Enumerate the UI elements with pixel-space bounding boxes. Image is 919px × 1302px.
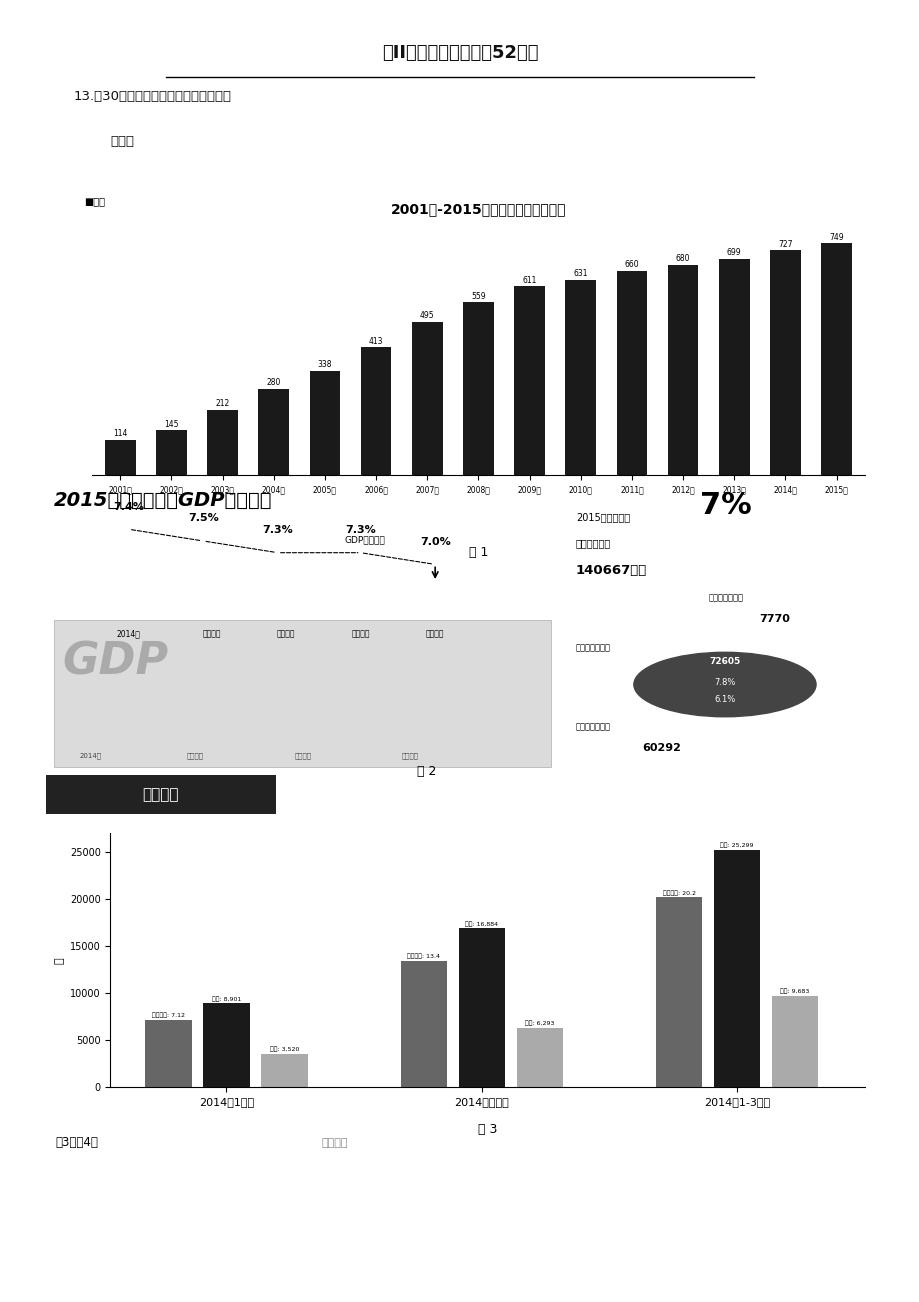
Text: 2014年: 2014年 <box>79 753 101 759</box>
Bar <box>105 440 135 475</box>
FancyBboxPatch shape <box>54 620 550 767</box>
Text: 城镇: 16,884: 城镇: 16,884 <box>465 921 498 927</box>
Circle shape <box>633 652 815 716</box>
Text: 140667亿元: 140667亿元 <box>575 564 646 577</box>
Bar <box>145 1021 191 1087</box>
Text: 60292: 60292 <box>641 743 680 753</box>
Text: 7.8%: 7.8% <box>713 677 735 686</box>
Text: 农村: 6,293: 农村: 6,293 <box>525 1021 554 1026</box>
Text: 749: 749 <box>828 233 843 242</box>
Bar <box>203 1004 249 1087</box>
Text: 72605: 72605 <box>709 658 740 667</box>
Text: 居民人均: 20.2: 居民人均: 20.2 <box>662 891 695 896</box>
Bar <box>514 286 544 475</box>
Text: 2015年第一季度: 2015年第一季度 <box>575 512 630 522</box>
Text: 居民收入: 居民收入 <box>142 786 179 802</box>
Text: 图 2: 图 2 <box>416 766 437 779</box>
Text: 338: 338 <box>317 361 332 368</box>
Bar <box>400 961 447 1087</box>
Text: 7.0%: 7.0% <box>419 536 450 547</box>
Text: 2014年: 2014年 <box>117 629 141 638</box>
Text: 第二产业增加値: 第二产业增加値 <box>575 723 610 732</box>
Bar <box>207 410 238 475</box>
Bar <box>769 250 800 475</box>
Bar <box>309 371 340 475</box>
Text: 第二季度: 第二季度 <box>294 753 311 759</box>
Text: 城镇: 8,901: 城镇: 8,901 <box>211 996 241 1001</box>
Text: 495: 495 <box>419 311 434 320</box>
Text: 居民人均: 13.4: 居民人均: 13.4 <box>407 954 440 960</box>
Text: ■万人: ■万人 <box>85 197 105 206</box>
Bar <box>616 271 647 475</box>
Bar <box>565 280 596 475</box>
Text: 城镇: 25,299: 城镇: 25,299 <box>720 842 753 849</box>
Text: 660: 660 <box>624 260 639 270</box>
Text: GDP: GDP <box>62 641 168 684</box>
Bar <box>771 996 818 1087</box>
Bar <box>667 264 698 475</box>
Text: 第三产业增加値: 第三产业增加値 <box>575 643 610 652</box>
Text: 114: 114 <box>113 430 127 439</box>
Text: 2015年一季度我国GDP同比增长: 2015年一季度我国GDP同比增长 <box>54 491 273 510</box>
Text: 699: 699 <box>726 249 741 258</box>
Text: 727: 727 <box>777 240 792 249</box>
Text: 7770: 7770 <box>758 615 789 624</box>
Text: 第四季度: 第四季度 <box>425 629 444 638</box>
Bar <box>258 388 289 475</box>
Text: 559: 559 <box>471 292 485 301</box>
Text: 13.（30分）阅读下列材料，回答问题。: 13.（30分）阅读下列材料，回答问题。 <box>74 90 232 103</box>
Text: 413: 413 <box>369 337 383 346</box>
Text: 145: 145 <box>164 419 178 428</box>
Text: 280: 280 <box>267 378 280 387</box>
Bar <box>462 302 494 475</box>
Text: 第3页八4页: 第3页八4页 <box>55 1135 98 1148</box>
Text: 第一产业增加値: 第一产业增加値 <box>708 594 743 603</box>
Text: 7%: 7% <box>699 491 751 521</box>
Title: 2001年-2015年全国高校毕业生人数: 2001年-2015年全国高校毕业生人数 <box>391 202 565 216</box>
Bar <box>718 259 749 475</box>
Text: 212: 212 <box>215 398 230 408</box>
Text: 第二季度: 第二季度 <box>277 629 295 638</box>
Text: 第三季度: 第三季度 <box>402 753 418 759</box>
Text: 第一季度: 第一季度 <box>187 753 203 759</box>
Text: 居民人均: 7.12: 居民人均: 7.12 <box>152 1013 185 1018</box>
Text: 材料一: 材料一 <box>110 135 134 148</box>
Text: 7.5%: 7.5% <box>187 513 219 523</box>
Text: 611: 611 <box>522 276 536 285</box>
Bar <box>821 243 851 475</box>
Text: 第一季度: 第一季度 <box>202 629 221 638</box>
Bar <box>458 928 505 1087</box>
Text: 7.3%: 7.3% <box>262 525 293 535</box>
Text: 7.4%: 7.4% <box>113 501 144 512</box>
Text: 631: 631 <box>573 270 587 279</box>
Text: 农村: 9,683: 农村: 9,683 <box>779 988 809 995</box>
Bar <box>713 850 759 1087</box>
Bar <box>655 897 701 1087</box>
Text: 国内生产总値: 国内生产总値 <box>575 538 610 548</box>
Text: 680: 680 <box>675 254 689 263</box>
Bar <box>360 348 391 475</box>
Text: 6.1%: 6.1% <box>713 695 735 704</box>
Y-axis label: 元: 元 <box>54 957 64 963</box>
Text: 第三季度: 第三季度 <box>351 629 369 638</box>
Bar <box>261 1055 307 1087</box>
Text: GDP同比增速: GDP同比增速 <box>344 535 384 544</box>
Text: 7.3%: 7.3% <box>345 525 376 535</box>
Text: 图 3: 图 3 <box>477 1122 497 1135</box>
Text: 图 1: 图 1 <box>468 547 488 560</box>
Bar <box>156 431 187 475</box>
Text: 第II卷（非选择题，內52分）: 第II卷（非选择题，內52分） <box>381 44 538 62</box>
Text: 试题输入: 试题输入 <box>322 1138 348 1148</box>
Bar <box>412 322 442 475</box>
Text: 农村: 3,520: 农村: 3,520 <box>269 1047 299 1052</box>
Bar <box>516 1029 562 1087</box>
